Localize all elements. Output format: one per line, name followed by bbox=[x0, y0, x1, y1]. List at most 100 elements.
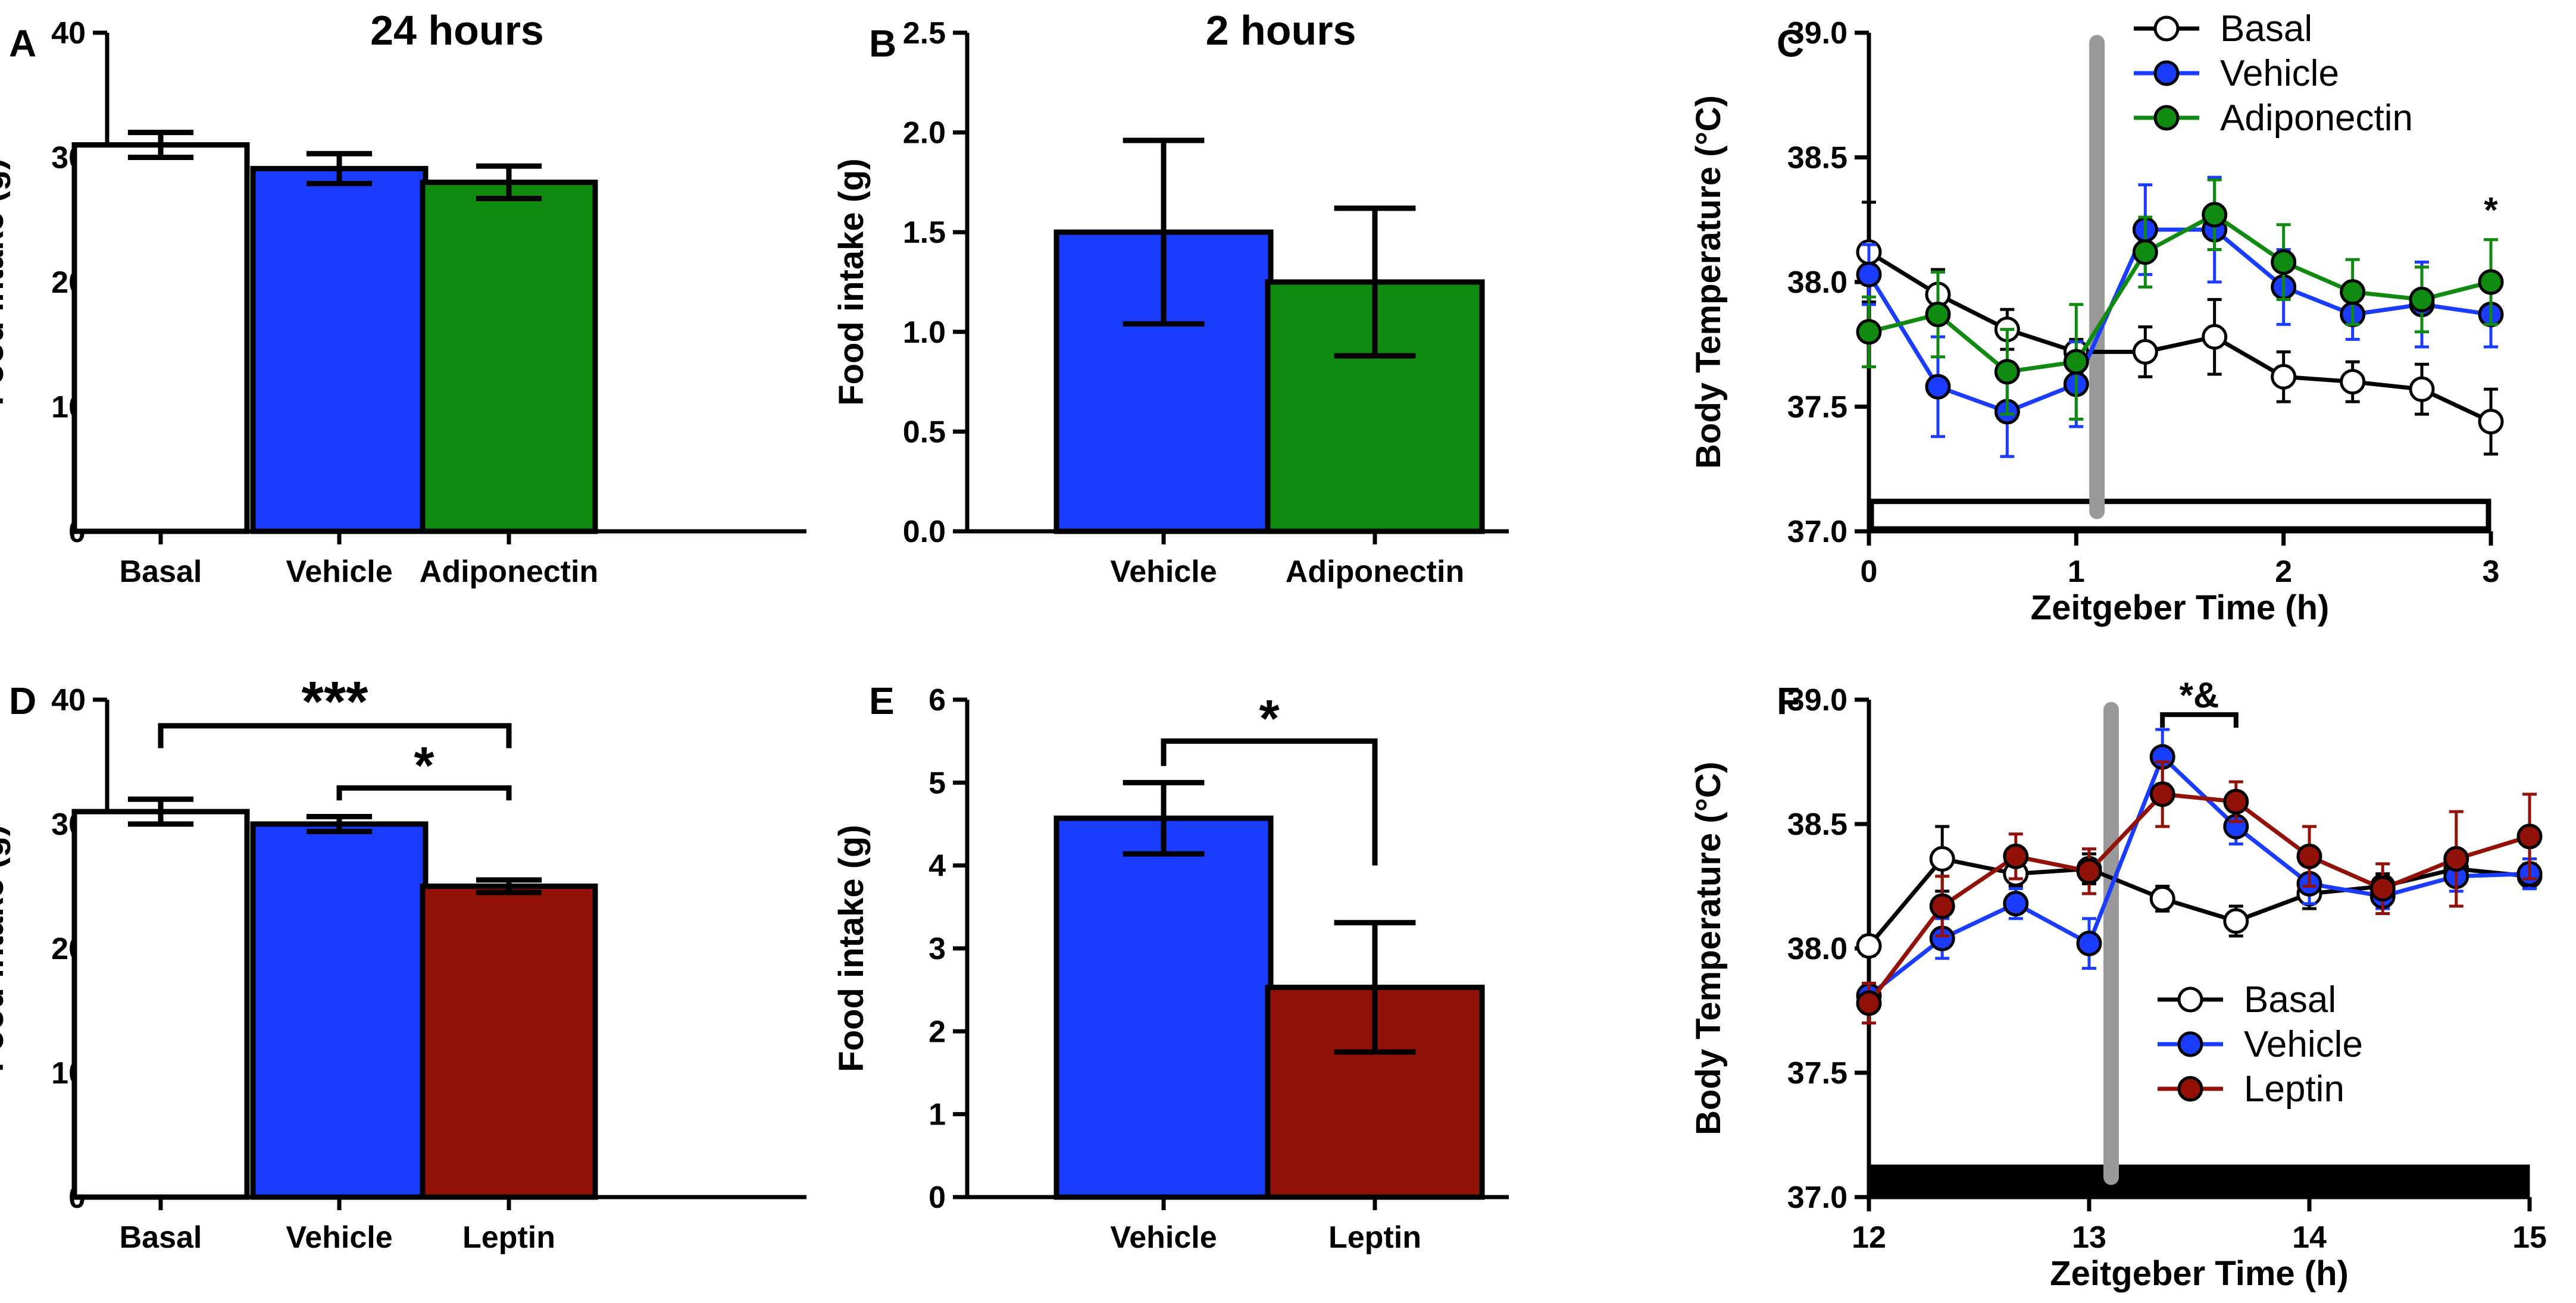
chart-panel-D: D010203040Food intake (g)BasalVehicleLep… bbox=[0, 670, 806, 1255]
significance-label: * bbox=[414, 735, 434, 794]
significance-label: *& bbox=[2180, 675, 2219, 715]
legend-label: Vehicle bbox=[2220, 53, 2339, 94]
y-tick-label: 38.5 bbox=[1787, 807, 1847, 842]
series-vehicle bbox=[1856, 728, 2543, 1010]
data-point bbox=[2271, 249, 2297, 275]
data-point bbox=[2063, 349, 2089, 375]
legend-label: Vehicle bbox=[2244, 1024, 2363, 1065]
significance-bracket bbox=[2160, 712, 2239, 728]
data-point bbox=[1856, 319, 1882, 345]
data-point bbox=[1929, 893, 1955, 919]
data-point bbox=[2149, 781, 2175, 807]
series-leptin bbox=[1856, 760, 2543, 1025]
legend-label: Adiponectin bbox=[2220, 98, 2413, 139]
x-tick-label: 1 bbox=[2068, 555, 2085, 589]
y-tick-label: 37.0 bbox=[1787, 1180, 1847, 1215]
chart-panel-F: F 37.0 37.5 38.0 38.5 39.0 Body Temperature (°… bbox=[1689, 675, 2547, 1293]
bar bbox=[420, 179, 598, 534]
data-point bbox=[1925, 374, 1951, 400]
chart-panel-A: A24 hours010203040Food intake (g)BasalVe… bbox=[0, 7, 806, 589]
series-vehicle bbox=[1856, 176, 2504, 458]
x-tick-label: 0 bbox=[1861, 555, 1878, 589]
y-tick-label: 2.0 bbox=[903, 116, 946, 151]
panel-label: C bbox=[1777, 22, 1804, 65]
y-tick-label: 4 bbox=[929, 849, 946, 884]
light-phase-bar bbox=[1868, 499, 2491, 532]
data-point bbox=[2223, 908, 2249, 934]
bar bbox=[1053, 815, 1274, 1200]
x-tick-label: Adiponectin bbox=[420, 555, 598, 589]
series-line bbox=[1868, 212, 2491, 374]
x-axis-label: Zeitgeber Time (h) bbox=[2031, 588, 2330, 627]
series-adiponectin bbox=[1856, 178, 2504, 421]
data-point bbox=[2003, 891, 2029, 917]
data-point bbox=[2340, 369, 2366, 395]
data-point bbox=[2202, 324, 2228, 350]
y-axis-label: Body Temperature (°C) bbox=[1689, 95, 1728, 469]
chart-panel-B: B 2 hours 0.0 0.5 1.0 1.5 2.0 2.5 Food intake (g… bbox=[832, 7, 1509, 589]
y-tick-label: 0 bbox=[929, 1180, 946, 1215]
x-tick-label: Leptin bbox=[462, 1220, 555, 1255]
series-line bbox=[1867, 227, 2491, 414]
data-point bbox=[1856, 261, 1882, 287]
bar bbox=[250, 821, 429, 1200]
panel-label: E bbox=[869, 679, 895, 722]
y-tick-label: 0.5 bbox=[903, 415, 946, 449]
y-axis-label: Food intake (g) bbox=[832, 158, 871, 406]
x-tick-label: 2 bbox=[2275, 555, 2292, 589]
bar bbox=[250, 165, 429, 534]
data-point bbox=[1929, 846, 1955, 872]
y-axis-label: Food intake (g) bbox=[0, 158, 11, 406]
y-tick-label: 40 bbox=[51, 16, 86, 51]
series-line bbox=[1867, 856, 2530, 948]
legend-marker bbox=[2177, 986, 2203, 1013]
data-point bbox=[2076, 858, 2102, 884]
data-point bbox=[1925, 301, 1951, 327]
bar bbox=[71, 142, 250, 534]
data-point bbox=[2132, 239, 2158, 265]
legend-marker bbox=[2177, 1076, 2203, 1102]
significance-label: *** bbox=[301, 670, 368, 734]
y-tick-label: 6 bbox=[929, 683, 946, 718]
data-point bbox=[2132, 339, 2158, 365]
y-tick-label: 38.0 bbox=[1787, 265, 1847, 300]
data-point bbox=[1994, 359, 2020, 385]
y-tick-label: 1 bbox=[929, 1098, 946, 1132]
y-tick-label: 3 bbox=[929, 932, 946, 966]
chart-title: 24 hours bbox=[370, 7, 544, 54]
data-point bbox=[2409, 376, 2435, 402]
significance-label: * bbox=[2484, 190, 2498, 230]
panel-label: D bbox=[9, 679, 36, 722]
x-tick-label: 14 bbox=[2292, 1220, 2327, 1255]
light-phase-bar bbox=[1868, 1164, 2530, 1198]
significance-label: * bbox=[1259, 689, 1280, 748]
y-axis-label: Food intake (g) bbox=[0, 825, 11, 1072]
data-point bbox=[2516, 823, 2543, 850]
legend-label: Basal bbox=[2220, 8, 2312, 49]
x-tick-label: Basal bbox=[120, 1220, 202, 1255]
x-tick-label: Vehicle bbox=[286, 555, 392, 589]
series-basal bbox=[1856, 201, 2504, 456]
y-tick-label: 39.0 bbox=[1787, 16, 1847, 51]
legend-marker bbox=[2153, 15, 2180, 42]
significance-bracket bbox=[158, 723, 512, 748]
x-axis-label: Zeitgeber Time (h) bbox=[2050, 1254, 2349, 1293]
x-tick-label: Vehicle bbox=[286, 1220, 392, 1255]
y-axis-label: Body Temperature (°C) bbox=[1689, 762, 1728, 1135]
y-tick-label: 5 bbox=[929, 766, 946, 800]
y-tick-label: 2.5 bbox=[903, 16, 946, 51]
data-point bbox=[2003, 843, 2029, 869]
data-point bbox=[2478, 409, 2504, 435]
legend-label: Leptin bbox=[2244, 1069, 2344, 1110]
series-line bbox=[1867, 753, 2530, 998]
x-tick-label: Adiponectin bbox=[1286, 555, 1464, 589]
chart-panel-E: E 0 1 2 3 4 5 6 Food intake (g) Vehicle Leptin * bbox=[832, 679, 1509, 1255]
y-tick-label: 37.0 bbox=[1787, 515, 1847, 549]
x-tick-label: 3 bbox=[2483, 555, 2500, 589]
x-tick-label: 12 bbox=[1852, 1220, 1886, 1255]
x-tick-label: 13 bbox=[2072, 1220, 2106, 1255]
legend-marker bbox=[2177, 1031, 2203, 1057]
y-tick-label: 2 bbox=[929, 1014, 946, 1049]
